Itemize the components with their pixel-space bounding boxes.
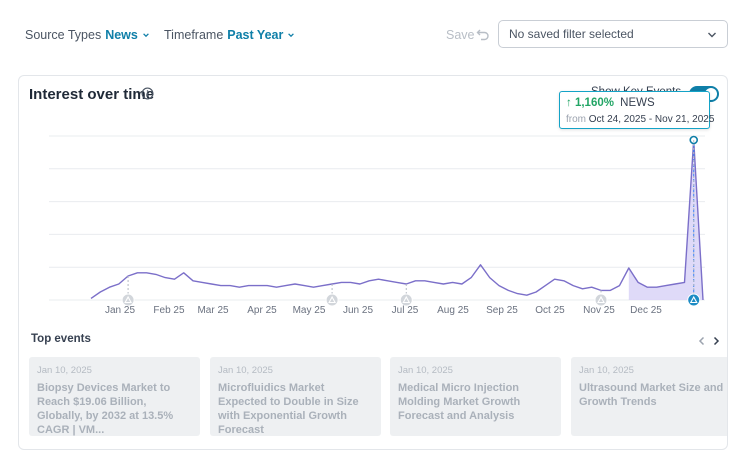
event-date: Jan 10, 2025 [579, 365, 634, 376]
chevron-down-icon [143, 33, 149, 38]
interest-over-time-card: Interest over time Show Key Events Jan 2… [18, 75, 728, 450]
event-date: Jan 10, 2025 [398, 365, 453, 376]
interest-chart: Jan 25 Feb 25 Mar 25 Apr 25 May 25 Jun 25 Jul … [49, 135, 705, 316]
card-title: Interest over time [29, 86, 155, 103]
x-tick-label: Jan 25 [105, 305, 135, 316]
event-date: Jan 10, 2025 [218, 365, 273, 376]
chevron-left-icon[interactable] [697, 336, 707, 346]
series-line [90, 139, 704, 301]
info-icon[interactable] [141, 87, 154, 100]
x-tick-label: Sep 25 [486, 305, 518, 316]
saved-filter-select[interactable]: No saved filter selected [498, 20, 728, 48]
filter-bar: Source Types News Timeframe Past Year Sa… [0, 0, 746, 70]
event-card[interactable]: Jan 10, 2025 Ultrasound Market Size and … [571, 357, 727, 436]
key-event-marker [325, 293, 339, 307]
x-tick-label: Aug 25 [437, 305, 469, 316]
saved-filter-placeholder: No saved filter selected [509, 27, 634, 41]
x-tick-label: Apr 25 [247, 305, 277, 316]
tooltip-range: Oct 24, 2025 - Nov 21, 2025 [588, 114, 715, 125]
event-title: Medical Micro Injection Molding Market G… [398, 382, 521, 422]
tooltip-source: NEWS [620, 97, 655, 109]
key-event-icon [689, 295, 698, 304]
top-events-title: Top events [31, 333, 91, 345]
highlight-area [628, 140, 703, 300]
x-tick-label: Oct 25 [535, 305, 565, 316]
x-tick-label: Feb 25 [153, 305, 185, 316]
event-card[interactable]: Jan 10, 2025 Biopsy Devices Market to Re… [29, 357, 200, 436]
chevron-right-icon[interactable] [711, 336, 721, 346]
chart-tooltip: ↑ 1,160% NEWS from Oct 24, 2025 - Nov 21… [559, 91, 714, 129]
timeframe-filter[interactable]: Timeframe Past Year [164, 28, 295, 42]
x-tick-label: Jun 25 [343, 305, 373, 316]
tooltip-percent: 1,160% [574, 97, 614, 109]
timeframe-label: Timeframe [164, 28, 224, 42]
event-title: Ultrasound Market Size and Growth Trends [579, 382, 724, 408]
x-tick-label: Jul 25 [392, 305, 419, 316]
x-tick-label: Nov 25 [583, 305, 615, 316]
undo-icon[interactable] [476, 27, 490, 41]
x-tick-label: May 25 [293, 305, 326, 316]
x-tick-label: Mar 25 [197, 305, 229, 316]
event-date: Jan 10, 2025 [37, 365, 92, 376]
tooltip-from-label: from [566, 114, 586, 125]
source-types-filter[interactable]: Source Types News [25, 28, 150, 42]
chevron-down-icon [288, 33, 295, 38]
x-tick-label: Dec 25 [630, 305, 662, 316]
key-event-marker [687, 293, 701, 307]
event-card[interactable]: Jan 10, 2025 Medical Micro Injection Mol… [390, 357, 561, 436]
key-event-icon [402, 295, 411, 304]
key-event-icon [124, 295, 133, 304]
up-arrow-icon: ↑ [566, 97, 572, 109]
event-title: Biopsy Devices Market to Reach $19.06 Bi… [37, 382, 174, 436]
event-title: Microfluidics Market Expected to Double … [218, 382, 359, 436]
source-types-value: News [105, 28, 138, 42]
event-card[interactable]: Jan 10, 2025 Microfluidics Market Expect… [210, 357, 381, 436]
chevron-down-icon [708, 32, 716, 38]
save-button[interactable]: Save [446, 28, 475, 42]
key-event-icon [328, 295, 337, 304]
key-event-icon [597, 295, 605, 304]
timeframe-value: Past Year [227, 28, 284, 42]
source-types-label: Source Types [25, 28, 102, 42]
